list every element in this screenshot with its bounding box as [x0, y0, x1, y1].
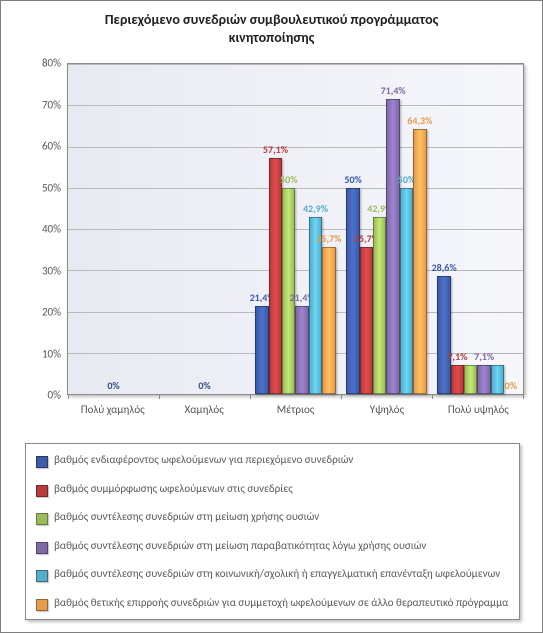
bar-wrap: 21,4%	[255, 64, 268, 394]
bar-group: 0%	[159, 64, 250, 394]
legend-swatch	[36, 542, 48, 554]
legend-swatch	[36, 456, 48, 468]
bar-wrap	[191, 64, 204, 394]
bar-groups: 0%0%21,4%57,1%50%21,4%42,9%35,7%50%35,7%…	[68, 64, 523, 394]
bar-wrap: 64,3%	[413, 64, 426, 394]
bar-group: 0%	[68, 64, 159, 394]
bar-wrap: 35,7%	[322, 64, 335, 394]
bar-wrap	[87, 64, 100, 394]
bar-wrap	[178, 64, 191, 394]
bar	[295, 306, 308, 394]
y-tick-label: 30%	[27, 264, 61, 277]
bars	[73, 64, 153, 394]
bar-value-label: 64,3%	[407, 114, 432, 127]
legend-label: βαθμός συντέλεσης συνεδριών στη μείωση π…	[54, 540, 426, 553]
y-tick-label: 0%	[27, 389, 61, 402]
plot-region: 0%0%21,4%57,1%50%21,4%42,9%35,7%50%35,7%…	[67, 63, 524, 395]
bar-wrap: 50%	[346, 64, 359, 394]
bar-wrap	[140, 64, 153, 394]
bar-wrap: 50%	[282, 64, 295, 394]
bar	[464, 365, 477, 394]
legend-label: βαθμός συντέλεσης συνεδριών στη μείωση χ…	[54, 511, 319, 524]
legend-swatch	[36, 570, 48, 582]
legend-label: βαθμός θετικής επιρροής συνεδριών για συ…	[54, 597, 508, 610]
bar-wrap	[73, 64, 86, 394]
bar-wrap	[491, 64, 504, 394]
x-tick-label: Χαμηλός	[158, 399, 249, 429]
bar	[255, 306, 268, 394]
y-tick-label: 40%	[27, 223, 61, 236]
plot-area: 0%0%21,4%57,1%50%21,4%42,9%35,7%50%35,7%…	[27, 59, 526, 429]
legend-swatch	[36, 513, 48, 525]
y-tick-label: 60%	[27, 140, 61, 153]
bar-wrap	[113, 64, 126, 394]
bar-value-label: 35,7%	[316, 232, 341, 245]
bar	[437, 276, 450, 394]
y-tick-label: 80%	[27, 57, 61, 70]
bars	[164, 64, 244, 394]
bar-group: 28,6%7,1%7,1%0%	[432, 64, 523, 394]
bar	[477, 365, 490, 394]
x-tick-label: Υψηλός	[341, 399, 432, 429]
bar	[360, 247, 373, 394]
legend: βαθμός ενδιαφέροντος ωφελούμενων για περ…	[25, 443, 520, 620]
bar-wrap: 42,9%	[309, 64, 322, 394]
bar-wrap: 35,7%	[360, 64, 373, 394]
chart-frame: Περιεχόμενο συνεδριών συμβουλευτικού προ…	[0, 0, 543, 633]
legend-item: βαθμός συντέλεσης συνεδριών στη μείωση π…	[36, 540, 509, 554]
chart-title: Περιεχόμενο συνεδριών συμβουλευτικού προ…	[1, 1, 542, 52]
bar-wrap: 28,6%	[437, 64, 450, 394]
bar-wrap: 7,1%	[477, 64, 490, 394]
x-labels: Πολύ χαμηλόςΧαμηλόςΜέτριοςΥψηλόςΠολύ υψη…	[67, 399, 524, 429]
bars: 50%35,7%42,9%71,4%50%64,3%	[346, 64, 426, 394]
bar-wrap: 42,9%	[373, 64, 386, 394]
bar-value-label: 0%	[505, 379, 517, 392]
bar	[346, 188, 359, 394]
bar	[491, 365, 504, 394]
bar-group: 50%35,7%42,9%71,4%50%64,3%	[341, 64, 432, 394]
title-line1: Περιεχόμενο συνεδριών συμβουλευτικού προ…	[105, 11, 439, 28]
x-tick-label: Πολύ υψηλός	[433, 399, 524, 429]
legend-swatch	[36, 599, 48, 611]
bar-group: 21,4%57,1%50%21,4%42,9%35,7%	[250, 64, 341, 394]
y-tick-label: 70%	[27, 98, 61, 111]
bar-wrap	[127, 64, 140, 394]
legend-label: βαθμός συντέλεσης συνεδριών στη κοινωνικ…	[54, 568, 500, 581]
bar	[373, 217, 386, 394]
bar	[269, 158, 282, 394]
bars: 21,4%57,1%50%21,4%42,9%35,7%	[255, 64, 335, 394]
bar-wrap	[464, 64, 477, 394]
title-line2: κινητοποίησης	[229, 29, 315, 46]
legend-label: βαθμός ενδιαφέροντος ωφελούμενων για περ…	[54, 454, 353, 467]
legend-item: βαθμός συντέλεσης συνεδριών στη μείωση χ…	[36, 511, 509, 525]
bar-wrap: 7,1%	[451, 64, 464, 394]
x-tick-label: Μέτριος	[250, 399, 341, 429]
bar	[386, 99, 399, 394]
bar-wrap: 21,4%	[295, 64, 308, 394]
x-tick-label: Πολύ χαμηλός	[67, 399, 158, 429]
bar-wrap	[100, 64, 113, 394]
bars: 28,6%7,1%7,1%0%	[437, 64, 517, 394]
legend-item: βαθμός θετικής επιρροής συνεδριών για συ…	[36, 597, 509, 611]
bar	[322, 247, 335, 394]
bar-wrap	[231, 64, 244, 394]
bar-wrap	[164, 64, 177, 394]
bar-wrap	[218, 64, 231, 394]
bar	[413, 129, 426, 394]
bar-wrap: 57,1%	[269, 64, 282, 394]
legend-label: βαθμός συμμόρφωσης ωφελούμενων στις συνε…	[54, 483, 293, 496]
bar	[451, 365, 464, 394]
y-tick-label: 10%	[27, 347, 61, 360]
bar-wrap: 71,4%	[386, 64, 399, 394]
legend-item: βαθμός ενδιαφέροντος ωφελούμενων για περ…	[36, 454, 509, 468]
legend-item: βαθμός συμμόρφωσης ωφελούμενων στις συνε…	[36, 483, 509, 497]
bar-wrap	[204, 64, 217, 394]
y-tick-label: 50%	[27, 181, 61, 194]
bar-wrap: 0%	[504, 64, 517, 394]
legend-swatch	[36, 485, 48, 497]
bar	[400, 188, 413, 394]
legend-item: βαθμός συντέλεσης συνεδριών στη κοινωνικ…	[36, 568, 509, 582]
y-tick-label: 20%	[27, 306, 61, 319]
